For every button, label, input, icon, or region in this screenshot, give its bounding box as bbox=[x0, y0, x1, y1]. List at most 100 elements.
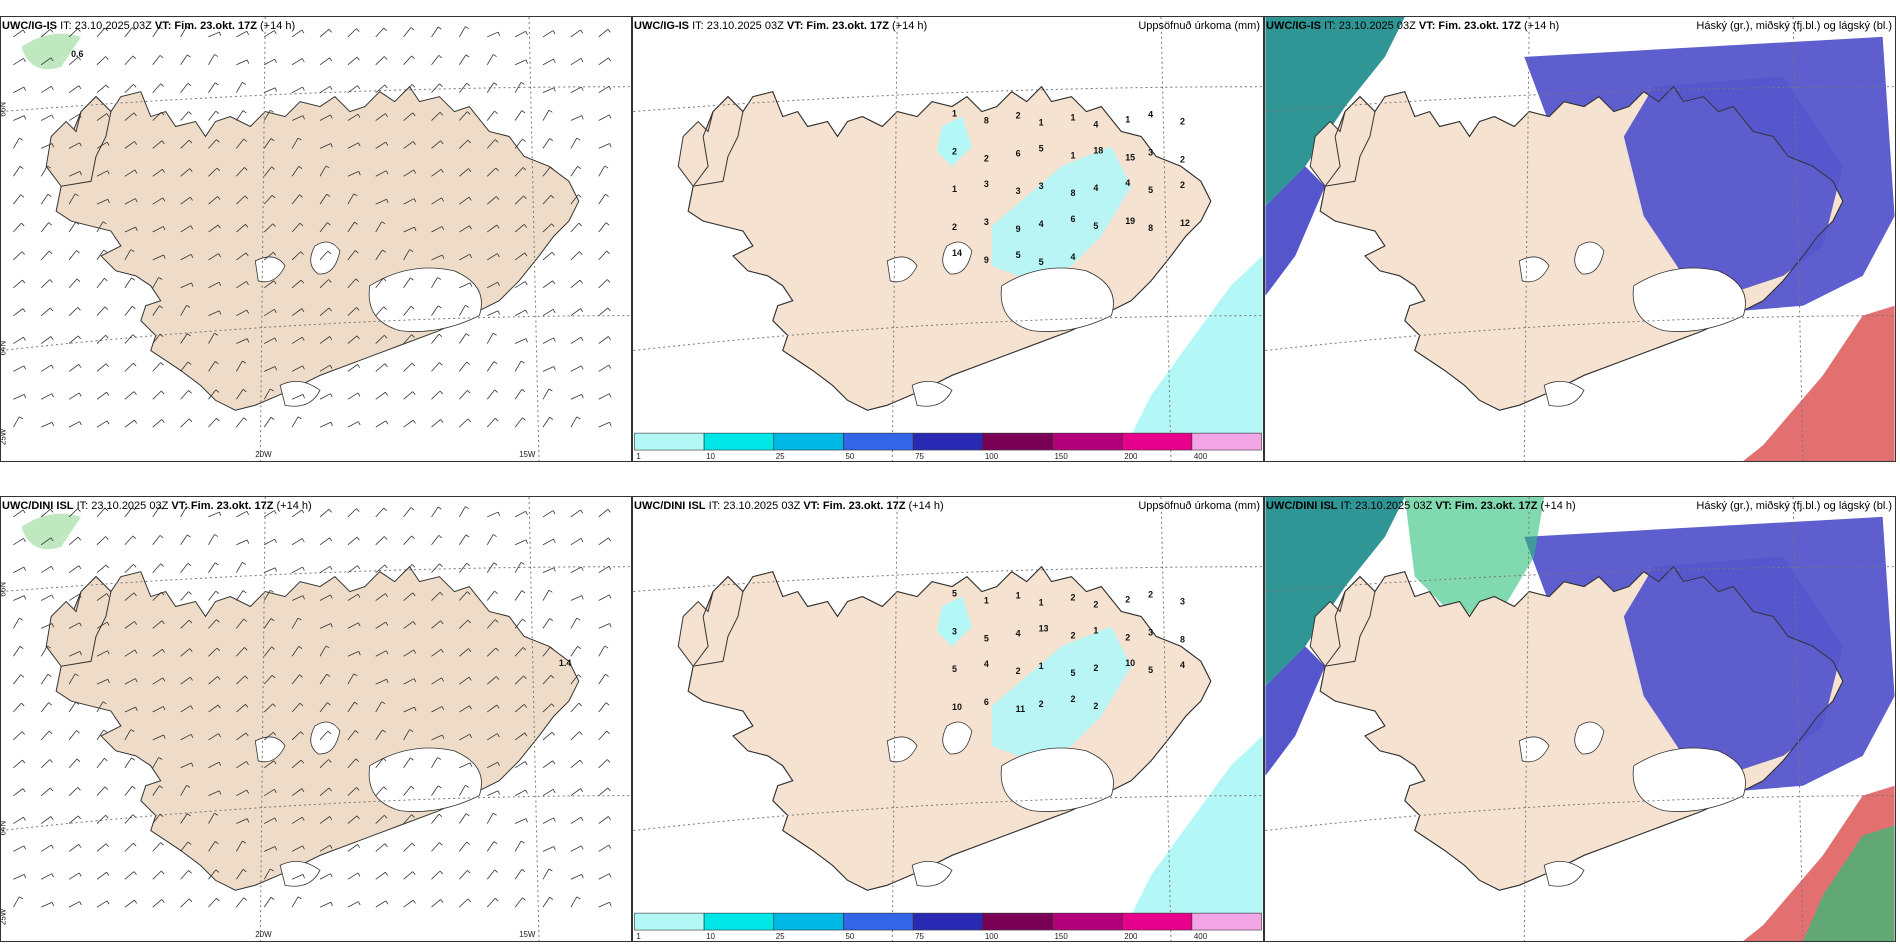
wind-barb bbox=[13, 137, 23, 149]
wind-barb bbox=[459, 139, 471, 149]
lon-label: 20W bbox=[255, 450, 272, 459]
wind-barb bbox=[514, 818, 528, 824]
colorbar-label: 1 bbox=[636, 932, 641, 941]
map-canvas bbox=[1265, 17, 1895, 461]
wind-barb bbox=[13, 874, 27, 880]
wind-barb bbox=[347, 113, 361, 121]
wind-barb bbox=[486, 869, 498, 880]
wind-barb bbox=[41, 143, 55, 149]
glacier bbox=[1574, 241, 1605, 275]
wind-barb bbox=[514, 338, 528, 344]
lat-label: 64N bbox=[1, 341, 7, 356]
graticule-line bbox=[1160, 497, 1172, 941]
precip-value: 4 bbox=[1039, 219, 1044, 229]
wind-barb bbox=[459, 591, 471, 601]
wind-barb bbox=[263, 251, 277, 261]
wind-barb bbox=[236, 81, 246, 93]
low-cloud-area bbox=[1265, 17, 1405, 207]
wind-barb bbox=[319, 364, 333, 372]
wind-barb bbox=[124, 757, 136, 769]
wind-barb bbox=[13, 58, 26, 66]
wind-barb bbox=[459, 253, 473, 261]
glacier bbox=[1000, 267, 1114, 332]
wind-barb bbox=[152, 111, 165, 121]
precip-area bbox=[1131, 735, 1263, 916]
wind-barb bbox=[13, 896, 23, 908]
wind-barb bbox=[459, 304, 469, 316]
wind-barb bbox=[96, 650, 110, 657]
wind-barb bbox=[570, 617, 581, 629]
wind-barb bbox=[570, 137, 581, 149]
wind-barb bbox=[514, 281, 528, 289]
wind-barb bbox=[124, 55, 137, 66]
wind-barb bbox=[598, 393, 612, 400]
wind-barb bbox=[236, 281, 249, 289]
wind-barb bbox=[347, 844, 361, 852]
wind-barb bbox=[542, 251, 555, 261]
wind-barb bbox=[236, 539, 250, 546]
wind-barb bbox=[459, 168, 472, 177]
precip-value: 3 bbox=[952, 626, 957, 636]
wind-barb bbox=[459, 898, 471, 908]
wind-barb bbox=[403, 535, 415, 546]
wind-barb bbox=[542, 703, 555, 713]
wind-barb bbox=[347, 622, 361, 629]
model-name: UWC/IG-IS bbox=[634, 20, 689, 32]
wind-barb bbox=[431, 563, 443, 573]
wind-barb bbox=[96, 593, 110, 601]
precip-value: 5 bbox=[1148, 185, 1153, 195]
precip-value: 19 bbox=[1125, 216, 1135, 226]
precip-value: 2 bbox=[1148, 590, 1153, 600]
glacier bbox=[279, 860, 321, 887]
wind-barb bbox=[291, 194, 303, 205]
wind-barb bbox=[598, 816, 611, 824]
wind-barb bbox=[180, 705, 194, 713]
precip-value: 1 bbox=[1039, 118, 1044, 128]
glacier bbox=[1543, 860, 1585, 887]
wind-barb bbox=[570, 194, 582, 205]
wind-barb bbox=[570, 115, 584, 121]
wind-barb bbox=[459, 196, 472, 205]
wind-barb bbox=[208, 110, 220, 121]
wind-barb bbox=[431, 305, 442, 316]
high-cloud-area bbox=[1265, 166, 1326, 296]
wind-barb bbox=[124, 507, 136, 518]
colorbar-swatch bbox=[1052, 432, 1123, 451]
precip-area bbox=[991, 626, 1132, 761]
wind-barb bbox=[208, 704, 221, 713]
wind-barb bbox=[514, 840, 525, 852]
wind-barb bbox=[124, 84, 137, 93]
wind-barb bbox=[375, 221, 386, 233]
glacier bbox=[942, 241, 973, 275]
wind-barb bbox=[319, 421, 333, 428]
wind-barb bbox=[375, 84, 388, 93]
wind-barb bbox=[431, 842, 443, 852]
precip-value: 8 bbox=[984, 116, 989, 126]
wind-barb bbox=[347, 278, 360, 289]
wind-barb bbox=[514, 59, 528, 66]
wind-barb bbox=[319, 336, 333, 344]
wind-barb bbox=[124, 706, 138, 713]
wind-barb bbox=[347, 335, 360, 344]
wind-barb bbox=[96, 334, 109, 344]
wind-barb bbox=[347, 364, 361, 372]
precip-value: 3 bbox=[984, 179, 989, 189]
wind-barb bbox=[347, 193, 358, 205]
wind-barb bbox=[68, 593, 82, 601]
wind-barb bbox=[542, 567, 556, 574]
wind-barb bbox=[487, 790, 501, 797]
wind-barb bbox=[403, 55, 415, 66]
wind-barb bbox=[291, 759, 305, 769]
wind-barb bbox=[514, 110, 526, 121]
wind-barb bbox=[236, 389, 247, 400]
model-name: UWC/DINI ISL bbox=[1266, 500, 1338, 512]
wind-barb bbox=[570, 166, 581, 177]
precip-value: 5 bbox=[1093, 221, 1098, 231]
wind-barb bbox=[431, 55, 443, 66]
graticule-line bbox=[528, 17, 540, 461]
wind-barb bbox=[291, 336, 305, 344]
precip-area bbox=[937, 596, 972, 647]
wind-barb bbox=[40, 279, 53, 289]
wind-barb bbox=[124, 785, 136, 796]
wind-barb bbox=[124, 305, 136, 316]
